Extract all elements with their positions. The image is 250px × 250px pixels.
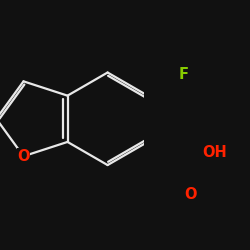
Text: O: O [17,149,30,164]
Text: F: F [179,67,189,82]
Text: O: O [184,187,196,202]
Text: OH: OH [202,145,227,160]
